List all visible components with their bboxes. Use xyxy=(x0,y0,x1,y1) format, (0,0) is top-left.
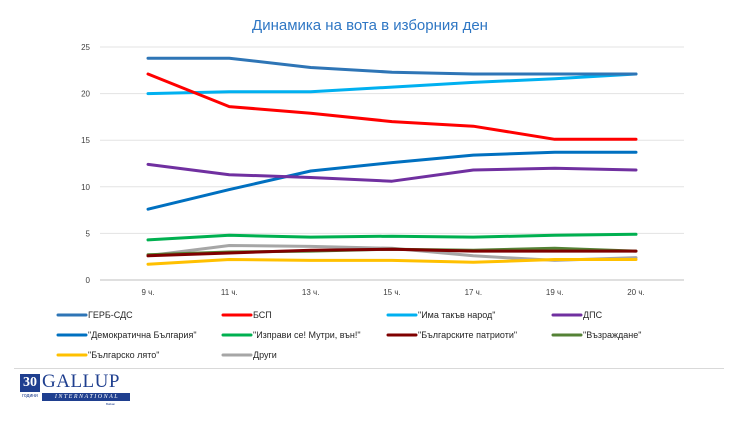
series-line xyxy=(146,258,638,266)
legend-label: "Българско лято" xyxy=(88,350,159,360)
legend-label: ДПС xyxy=(583,310,603,320)
logo-brand: GALLUP xyxy=(42,371,120,392)
x-tick-label: 13 ч. xyxy=(302,288,320,297)
series-line xyxy=(146,247,638,258)
chart-title: Динамика на вота в изборния ден xyxy=(252,17,488,34)
y-tick-label: 15 xyxy=(81,136,90,145)
y-tick-label: 10 xyxy=(81,183,90,192)
legend-label: "Възраждане" xyxy=(583,330,641,340)
x-tick-label: 19 ч. xyxy=(546,288,564,297)
legend-label: БСП xyxy=(253,310,272,320)
series-line xyxy=(146,72,638,96)
footer-divider xyxy=(14,368,724,369)
legend-label: "Демократична България" xyxy=(88,330,197,340)
series-line xyxy=(146,232,638,242)
y-tick-label: 20 xyxy=(81,90,90,99)
series-line xyxy=(146,150,638,211)
logo-tiny: Balkan xyxy=(106,402,116,406)
x-tick-label: 17 ч. xyxy=(465,288,483,297)
legend-label: Други xyxy=(253,350,277,360)
y-tick-label: 5 xyxy=(86,229,91,238)
x-tick-label: 9 ч. xyxy=(141,288,154,297)
series-line xyxy=(146,72,638,141)
x-axis: 9 ч. 11 ч. 13 ч. 15 ч. 17 ч. 19 ч. 20 ч. xyxy=(141,288,644,297)
y-tick-label: 0 xyxy=(86,276,91,285)
legend: ГЕРБ-СДС БСП "Има такъв народ" ДПС "Демократ… xyxy=(56,310,641,360)
logo-bar xyxy=(42,393,130,401)
series-line xyxy=(146,56,638,76)
legend-label: ГЕРБ-СДС xyxy=(88,310,133,320)
y-axis: 0 5 10 15 20 25 xyxy=(81,43,90,285)
x-tick-label: 15 ч. xyxy=(383,288,401,297)
x-tick-label: 11 ч. xyxy=(221,288,238,297)
x-tick-label: 20 ч. xyxy=(627,288,645,297)
logo-sub: INTERNATIONAL xyxy=(54,394,120,400)
legend-label: "Изправи се! Мутри, вън!" xyxy=(253,330,361,340)
y-tick-label: 25 xyxy=(81,43,90,52)
series-line xyxy=(146,162,638,183)
series-lines xyxy=(146,56,638,266)
logo-years-number: 30 xyxy=(20,374,40,392)
legend-label: "Българските патриоти" xyxy=(418,330,517,340)
logo-years-label: години xyxy=(22,393,38,399)
legend-label: "Има такъв народ" xyxy=(418,310,495,320)
gallup-logo: 30 години GALLUP INTERNATIONAL Balkan xyxy=(20,372,132,406)
